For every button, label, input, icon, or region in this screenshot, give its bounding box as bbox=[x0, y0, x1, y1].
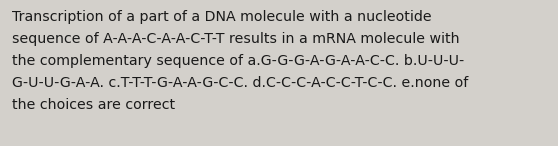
Text: G-U-U-G-A-A. c.T-T-T-G-A-A-G-C-C. d.C-C-C-A-C-C-T-C-C. e.none of: G-U-U-G-A-A. c.T-T-T-G-A-A-G-C-C. d.C-C-… bbox=[12, 76, 468, 90]
Text: Transcription of a part of a DNA molecule with a nucleotide: Transcription of a part of a DNA molecul… bbox=[12, 10, 432, 24]
Text: the complementary sequence of a.G-G-G-A-G-A-A-C-C. b.U-U-U-: the complementary sequence of a.G-G-G-A-… bbox=[12, 54, 464, 68]
Text: the choices are correct: the choices are correct bbox=[12, 98, 175, 112]
Text: sequence of A-A-A-C-A-A-C-T-T results in a mRNA molecule with: sequence of A-A-A-C-A-A-C-T-T results in… bbox=[12, 32, 460, 46]
